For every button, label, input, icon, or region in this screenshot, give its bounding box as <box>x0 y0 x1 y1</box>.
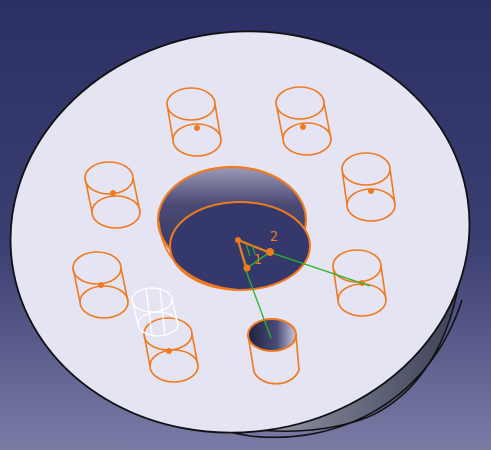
bolt-hole-1[interactable] <box>166 87 222 157</box>
bolt-hole-pattern[interactable] <box>72 86 396 383</box>
central-bore[interactable] <box>156 165 311 291</box>
preview-hole-ghost <box>131 287 179 337</box>
bolt-hole-3[interactable] <box>341 152 396 222</box>
axis-line-right <box>271 252 371 287</box>
front-hole-top <box>247 318 297 352</box>
front-hole-bottom <box>253 369 300 385</box>
angle-marker-icon <box>245 243 256 257</box>
bolt-hole-6[interactable] <box>72 251 129 319</box>
axis-label-two: 2 <box>270 230 278 245</box>
axis-label-one: 1 <box>254 253 262 268</box>
front-hole[interactable] <box>247 318 300 385</box>
axis-origin-point[interactable] <box>235 237 241 243</box>
axis-system[interactable]: 2 1 <box>235 230 371 339</box>
axis-point-1[interactable] <box>243 264 251 272</box>
bolt-hole-5[interactable] <box>84 161 141 229</box>
bolt-hole-4[interactable] <box>332 249 387 317</box>
axis-arrow-2 <box>237 238 269 254</box>
bolt-hole-2[interactable] <box>275 86 332 156</box>
central-bore-wall-left <box>158 221 241 291</box>
bolt-hole-7[interactable] <box>143 317 199 383</box>
axis-line-down <box>244 267 272 339</box>
front-hole-wall <box>247 334 300 373</box>
axis-arrow-1 <box>236 239 248 269</box>
axis-point-2[interactable] <box>266 248 274 256</box>
